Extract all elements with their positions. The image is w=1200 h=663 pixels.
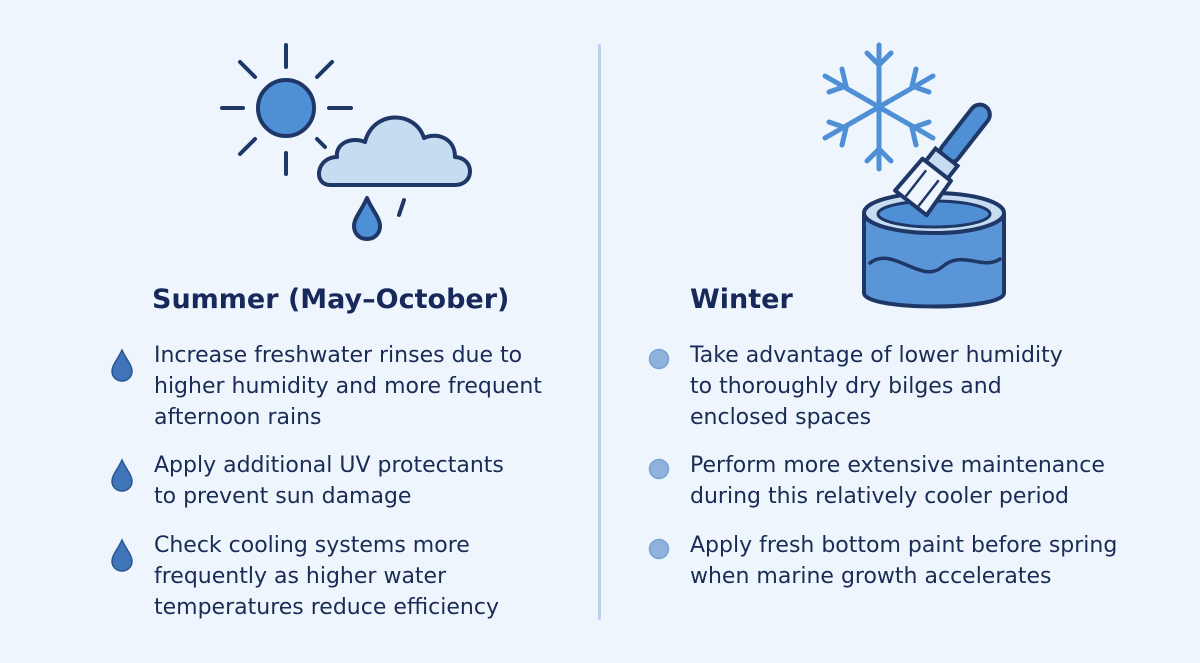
item-line: Apply fresh bottom paint before spring bbox=[690, 533, 1118, 558]
item-line: Perform more extensive maintenance bbox=[690, 453, 1105, 478]
item-line: during this relatively cooler period bbox=[690, 484, 1069, 509]
water-drop-icon bbox=[111, 458, 133, 492]
water-drop-icon bbox=[111, 348, 133, 382]
water-drop-icon bbox=[111, 538, 133, 572]
item-line: frequently as higher water bbox=[154, 564, 447, 589]
circle-dot-icon bbox=[648, 538, 670, 560]
list-item: Check cooling systems more frequently as… bbox=[110, 530, 499, 623]
item-line: afternoon rains bbox=[154, 405, 322, 430]
item-line: Increase freshwater rinses due to bbox=[154, 343, 523, 368]
list-item: Apply additional UV protectants to preve… bbox=[110, 450, 504, 512]
snowflake-paint-can-icon bbox=[822, 42, 1006, 309]
item-line: enclosed spaces bbox=[690, 405, 872, 430]
item-line: Check cooling systems more bbox=[154, 533, 470, 558]
winter-title: Winter bbox=[690, 284, 793, 315]
item-line: Take advantage of lower humidity bbox=[690, 343, 1063, 368]
circle-dot-icon bbox=[648, 348, 670, 370]
column-divider bbox=[598, 44, 601, 620]
list-item: Perform more extensive maintenance durin… bbox=[646, 450, 1105, 512]
item-line: to thoroughly dry bilges and bbox=[690, 374, 1002, 399]
list-item: Apply fresh bottom paint before spring w… bbox=[646, 530, 1117, 592]
sun-cloud-rain-icon bbox=[220, 43, 472, 241]
list-item: Take advantage of lower humidity to thor… bbox=[646, 340, 1063, 433]
item-line: Apply additional UV protectants bbox=[154, 453, 504, 478]
item-line: higher humidity and more frequent bbox=[154, 374, 542, 399]
circle-dot-icon bbox=[648, 458, 670, 480]
item-line: to prevent sun damage bbox=[154, 484, 412, 509]
summer-title: Summer (May–October) bbox=[152, 284, 510, 315]
list-item: Increase freshwater rinses due to higher… bbox=[110, 340, 542, 433]
item-line: when marine growth accelerates bbox=[690, 564, 1052, 589]
item-line: temperatures reduce efficiency bbox=[154, 595, 499, 620]
